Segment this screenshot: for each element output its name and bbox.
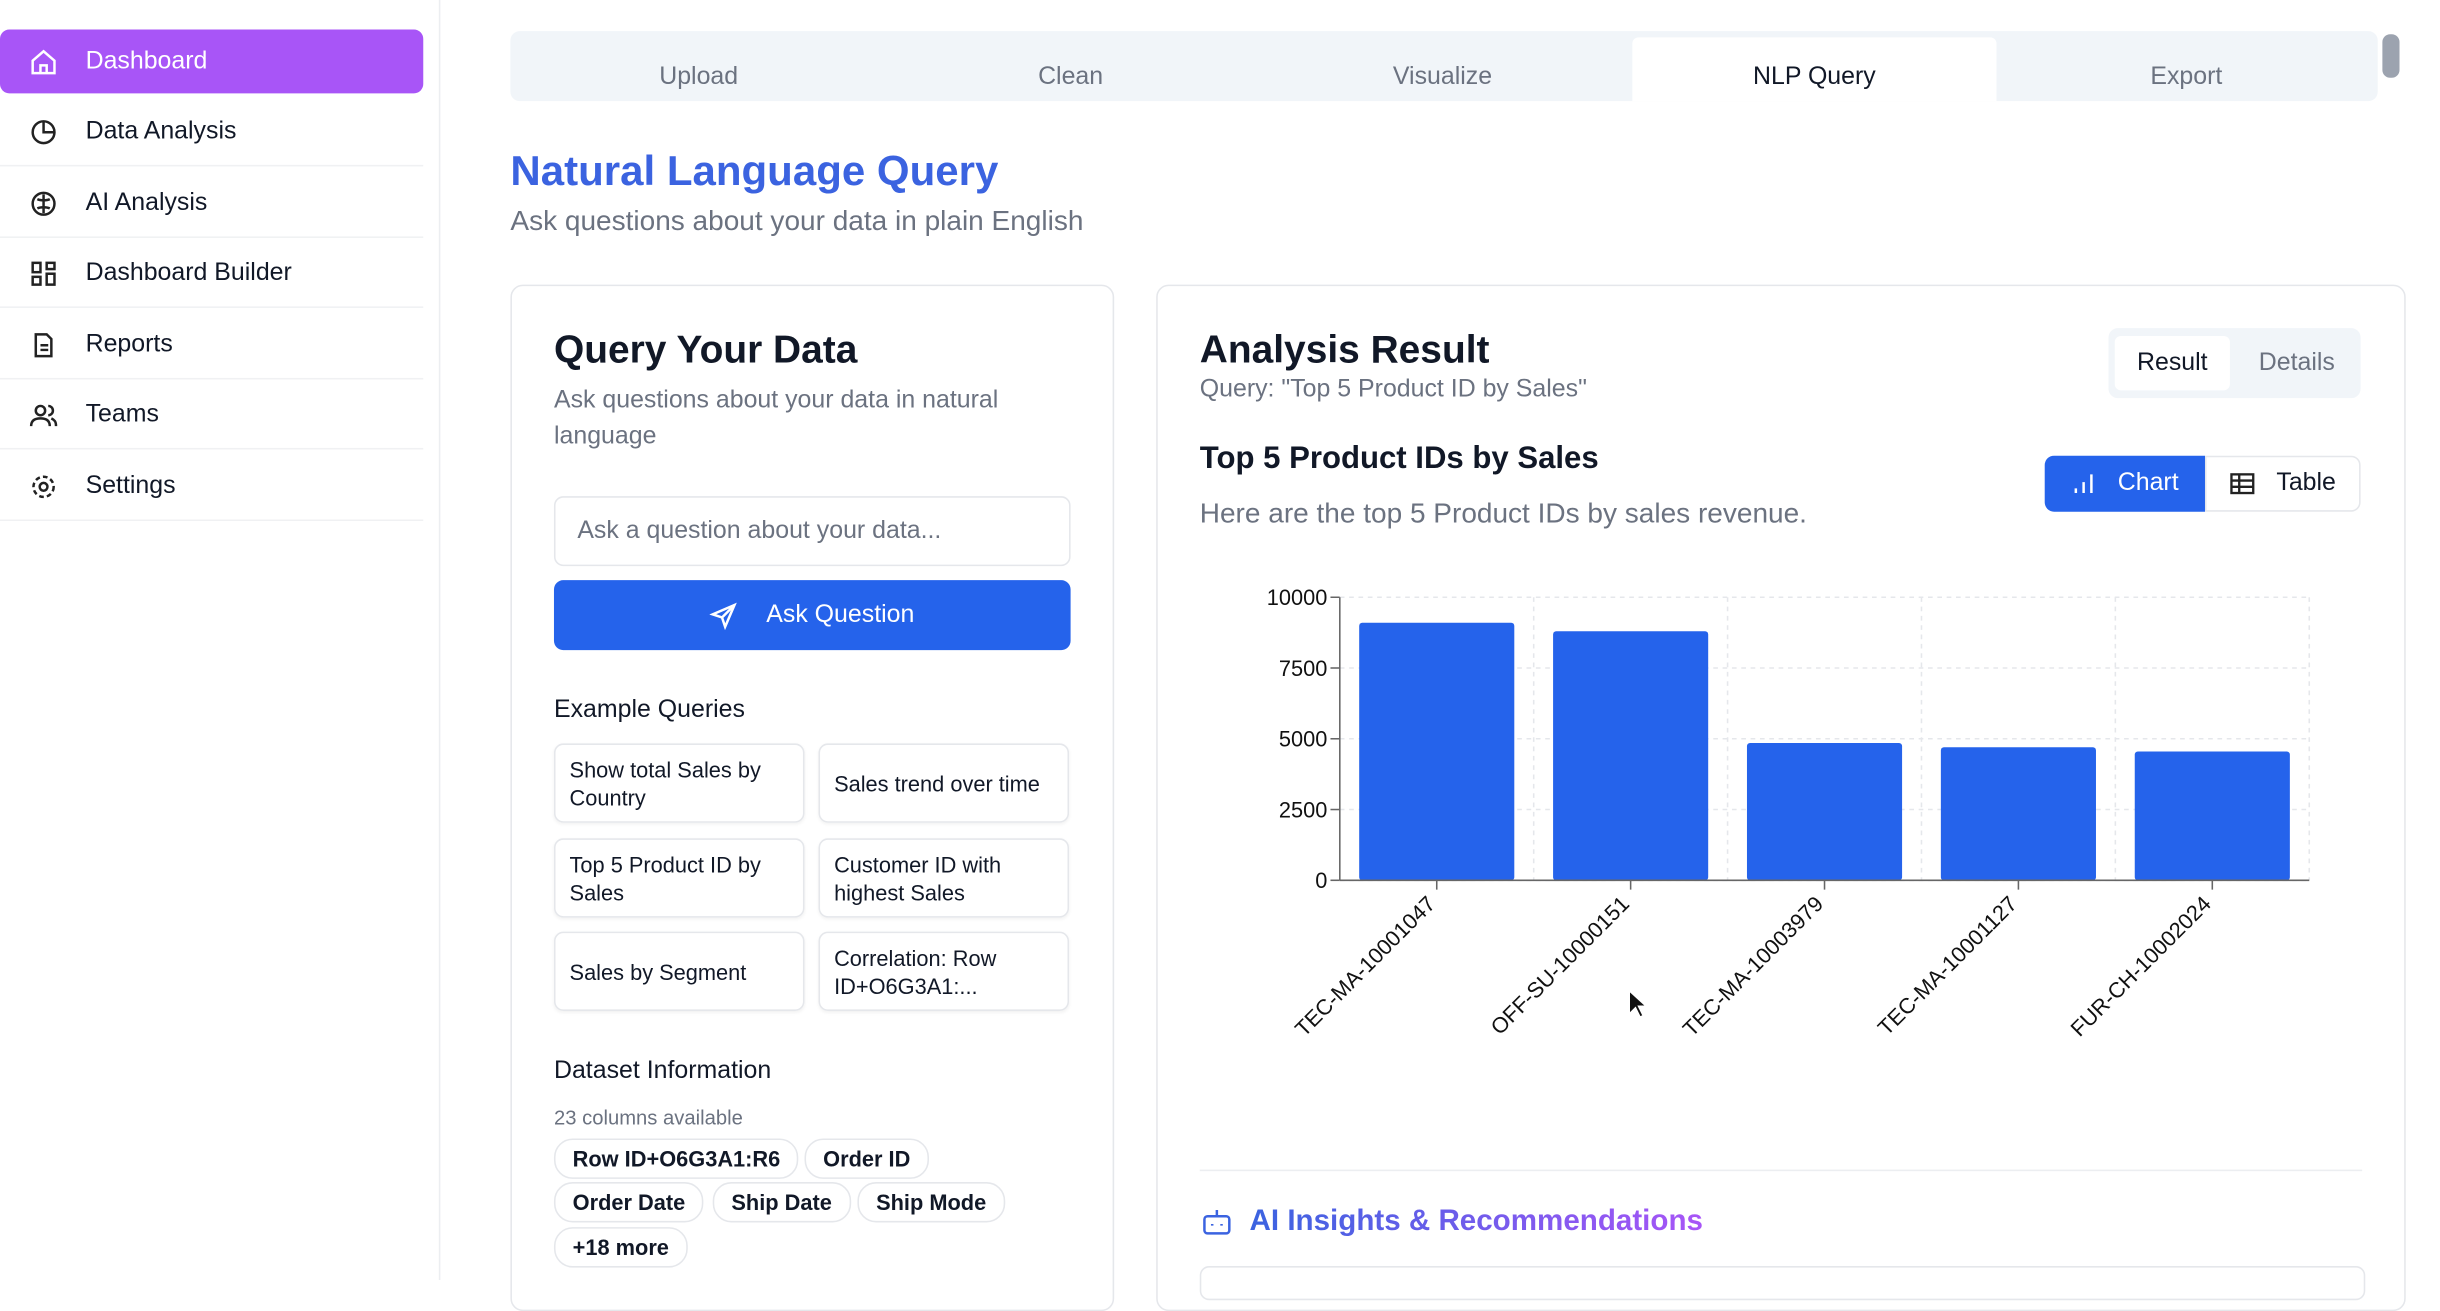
- query-input[interactable]: Ask a question about your data...: [553, 496, 1071, 567]
- tab[interactable]: Clean: [1038, 63, 1104, 91]
- section-title: Dataset Information: [553, 1057, 772, 1085]
- y-tick-label: 2500: [1279, 797, 1327, 822]
- y-tick-label: 10000: [1267, 585, 1328, 610]
- cursor: [1628, 989, 1649, 1019]
- view-tab[interactable]: Details: [2258, 349, 2335, 377]
- column-chip: Order Date: [553, 1182, 704, 1223]
- nav-item[interactable]: Reports: [0, 311, 424, 380]
- ask-button[interactable]: Ask Question: [553, 580, 1071, 651]
- y-tick-label: 7500: [1279, 656, 1327, 681]
- panel-title: Query Your Data: [553, 328, 858, 372]
- table-toggle[interactable]: Table: [2204, 455, 2361, 512]
- tab-bar: Upload Clean Visualize NLP Query Export: [510, 31, 2378, 102]
- view-tab[interactable]: Result: [2114, 335, 2230, 391]
- divider: [1199, 1169, 2363, 1172]
- column-chip: Ship Mode: [857, 1182, 1005, 1223]
- column-chip: Ship Date: [712, 1182, 851, 1223]
- bar: [1359, 622, 1515, 881]
- chart: 0 2500 5000 7500 10000 TEC-MA-10001047 OFF-SU-…: [1267, 585, 2311, 1041]
- x-tick-label: FUR-CH-10002024: [2066, 891, 2216, 1041]
- nav-item[interactable]: Data Analysis: [0, 98, 424, 167]
- nav-item[interactable]: Dashboard Builder: [0, 240, 424, 308]
- section-title: Example Queries: [553, 696, 745, 724]
- panel-subtitle: Ask questions about your data in natural…: [553, 387, 999, 450]
- column-chip: Order ID: [804, 1138, 930, 1179]
- example-query[interactable]: Customer ID with highest Sales: [818, 838, 1070, 918]
- sidebar: Dashboard Data Analysis AI Analysis Dash…: [0, 0, 441, 1281]
- nav-label: AI Analysis: [85, 188, 208, 216]
- tab[interactable]: Export: [2150, 63, 2223, 91]
- panel-title: Analysis Result: [1199, 328, 1490, 372]
- view-tabs: Result Details: [2108, 328, 2361, 399]
- nav-label: Dashboard Builder: [85, 258, 292, 286]
- toggle-label: Chart: [2117, 469, 2179, 497]
- x-tick-label: TEC-MA-10003979: [1678, 891, 1828, 1041]
- example-query[interactable]: Show total Sales by Country: [553, 743, 805, 823]
- insights-box: [1199, 1266, 2366, 1301]
- bar: [1553, 631, 1709, 881]
- nav-label: Data Analysis: [85, 117, 237, 144]
- column-chip: Row ID+O6G3A1:R6: [553, 1138, 799, 1179]
- nav-item[interactable]: AI Analysis: [0, 170, 424, 238]
- tab[interactable]: Upload: [659, 63, 739, 91]
- page-subtitle: Ask questions about your data in plain E…: [510, 205, 1084, 237]
- x-tick-label: TEC-MA-10001047: [1290, 891, 1440, 1041]
- chart-subtitle: Here are the top 5 Product IDs by sales …: [1199, 497, 1807, 529]
- dataset-count: 23 columns available: [553, 1105, 743, 1130]
- tab[interactable]: Visualize: [1392, 63, 1493, 91]
- query-echo: Query: "Top 5 Product ID by Sales": [1199, 376, 1587, 403]
- bar: [1746, 743, 1903, 881]
- scrollbar[interactable]: [2382, 34, 2400, 78]
- example-query[interactable]: Sales by Segment: [553, 931, 805, 1011]
- more-chip[interactable]: +18 more: [553, 1227, 688, 1268]
- toggle-label: Table: [2276, 469, 2336, 497]
- x-tick-label: OFF-SU-10000151: [1486, 891, 1635, 1040]
- chart-toggle[interactable]: Chart: [2044, 455, 2205, 512]
- bar: [2134, 751, 2290, 881]
- button-label: Ask Question: [766, 601, 915, 628]
- example-query[interactable]: Sales trend over time: [818, 743, 1070, 823]
- chart-title: Top 5 Product IDs by Sales: [1199, 441, 1599, 476]
- nav-label: Reports: [85, 330, 173, 357]
- y-tick-label: 0: [1315, 868, 1327, 893]
- nav-label: Dashboard: [85, 47, 208, 74]
- nav-item[interactable]: Settings: [0, 453, 424, 522]
- page-title: Natural Language Query: [510, 147, 999, 195]
- nav-item[interactable]: Dashboard: [0, 29, 424, 94]
- y-tick-label: 5000: [1279, 727, 1327, 752]
- nav-item[interactable]: Teams: [0, 381, 424, 450]
- nav-label: Teams: [85, 400, 159, 427]
- bot-icon: [1203, 1210, 1231, 1235]
- tab[interactable]: NLP Query: [1632, 37, 1997, 102]
- x-tick-label: TEC-MA-10001127: [1873, 891, 2022, 1040]
- example-query[interactable]: Correlation: Row ID+O6G3A1:...: [818, 931, 1070, 1011]
- example-query[interactable]: Top 5 Product ID by Sales: [553, 838, 805, 918]
- bar: [1940, 747, 2096, 881]
- nav-label: Settings: [85, 472, 176, 499]
- insights-title: AI Insights & Recommendations: [1249, 1205, 1703, 1239]
